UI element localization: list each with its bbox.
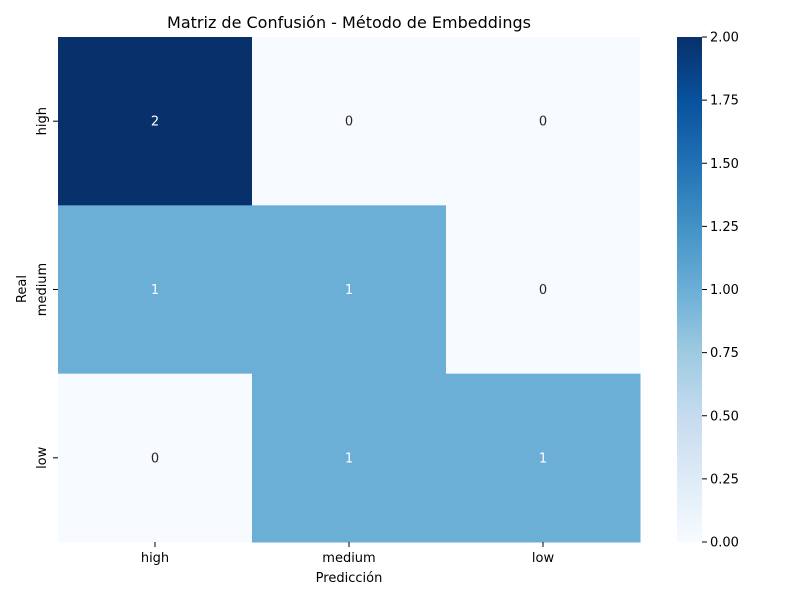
cell-value-label: 0 xyxy=(151,451,159,466)
colorbar-tick-label: 1.00 xyxy=(710,283,739,298)
colorbar-tick-label: 1.25 xyxy=(710,220,739,235)
colorbar xyxy=(677,37,702,542)
x-axis-ticks: high medium low xyxy=(141,541,555,566)
colorbar-tick-label: 0.75 xyxy=(710,346,739,361)
colorbar-ticks: 0.00 0.25 0.50 0.75 1.00 1.25 1.50 1.75 2.00 xyxy=(702,31,739,551)
heatmap-cell xyxy=(58,37,253,206)
colorbar-tick-label: 2.00 xyxy=(710,31,739,46)
cell-value-label: 0 xyxy=(539,283,547,298)
colorbar-tick-label: 0.25 xyxy=(710,472,739,487)
heatmap-cell xyxy=(446,37,641,206)
y-tick-label: medium xyxy=(35,263,50,316)
heatmap-cells xyxy=(58,37,641,543)
cell-annotations: 2 0 0 1 1 0 0 1 1 xyxy=(151,115,547,467)
y-axis-ticks: high medium low xyxy=(35,107,58,469)
heatmap-cell xyxy=(58,373,253,543)
cell-value-label: 2 xyxy=(151,115,159,130)
cell-value-label: 1 xyxy=(345,283,353,298)
x-tick-label: medium xyxy=(322,551,375,566)
y-tick-label: low xyxy=(35,446,50,469)
y-tick-label: high xyxy=(35,107,50,135)
heatmap-cell xyxy=(446,205,641,375)
x-tick-label: low xyxy=(532,551,555,566)
colorbar-tick-label: 0.50 xyxy=(710,409,739,424)
x-axis-label: Predicción xyxy=(316,571,383,586)
colorbar-tick-label: 1.75 xyxy=(710,94,739,109)
cell-value-label: 1 xyxy=(151,283,159,298)
colorbar-tick-label: 1.50 xyxy=(710,157,739,172)
colorbar-tick-label: 0.00 xyxy=(710,536,739,551)
heatmap-cell xyxy=(446,373,641,543)
heatmap-cell xyxy=(252,373,447,543)
heatmap-cell xyxy=(252,37,447,206)
cell-value-label: 1 xyxy=(539,451,547,466)
y-axis-label: Real xyxy=(15,275,30,303)
cell-value-label: 1 xyxy=(345,451,353,466)
heatmap-cell xyxy=(252,205,447,375)
heatmap-cell xyxy=(58,205,253,375)
chart-title: Matriz de Confusión - Método de Embeddin… xyxy=(167,13,531,32)
x-tick-label: high xyxy=(141,551,169,566)
cell-value-label: 0 xyxy=(345,115,353,130)
cell-value-label: 0 xyxy=(539,115,547,130)
